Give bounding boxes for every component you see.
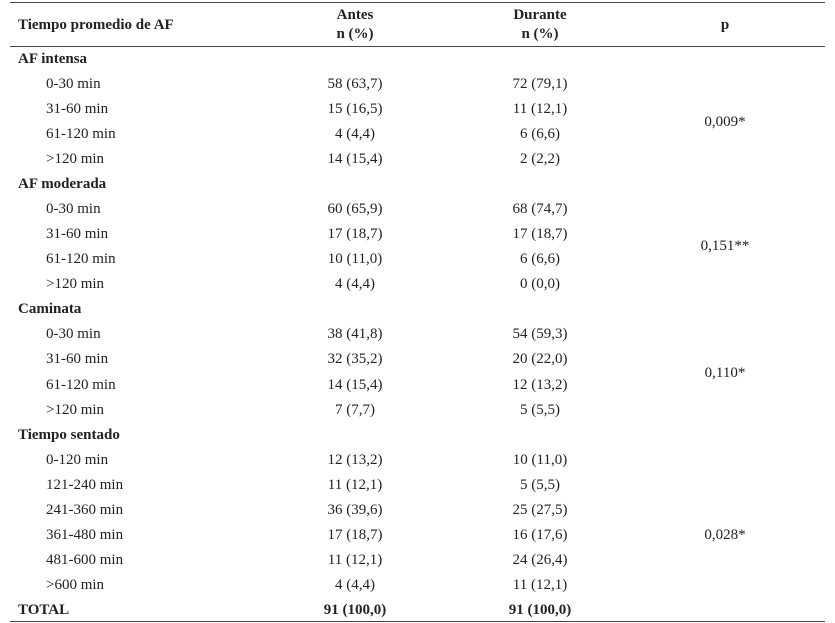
row-label: >600 min bbox=[46, 577, 105, 593]
cell-antes: 14 (15,4) bbox=[327, 151, 383, 167]
cell-durante: 24 (26,4) bbox=[512, 552, 568, 568]
row-label: 121-240 min bbox=[46, 477, 124, 493]
cell-p-value: 0,110* bbox=[704, 365, 746, 381]
header-bottom-rule bbox=[10, 46, 825, 47]
cell-antes: 15 (16,5) bbox=[327, 101, 383, 117]
table-bottom-rule bbox=[10, 621, 825, 622]
header-col-time: Tiempo promedio de AF bbox=[18, 17, 174, 33]
cell-antes: 11 (12,1) bbox=[327, 477, 383, 493]
cell-durante: 68 (74,7) bbox=[512, 201, 568, 217]
header-col-p: p bbox=[720, 17, 730, 33]
cell-antes: 7 (7,7) bbox=[335, 402, 375, 418]
row-label: 61-120 min bbox=[46, 251, 116, 267]
cell-antes: 4 (4,4) bbox=[335, 126, 375, 142]
cell-durante: 11 (12,1) bbox=[512, 577, 568, 593]
section-title: AF moderada bbox=[18, 176, 107, 192]
cell-antes: 58 (63,7) bbox=[327, 76, 383, 92]
section-title: AF intensa bbox=[18, 51, 88, 67]
cell-durante: 10 (11,0) bbox=[512, 452, 568, 468]
header-col-antes: Antes bbox=[336, 7, 374, 23]
cell-antes: 4 (4,4) bbox=[335, 276, 375, 292]
row-label: 0-30 min bbox=[46, 76, 101, 92]
cell-p-value: 0,028* bbox=[704, 527, 746, 543]
total-antes: 91 (100,0) bbox=[323, 602, 387, 618]
header-col-antes-unit: n (%) bbox=[336, 26, 374, 42]
row-label: 0-30 min bbox=[46, 326, 101, 342]
cell-antes: 32 (35,2) bbox=[327, 351, 383, 367]
cell-durante: 12 (13,2) bbox=[512, 377, 568, 393]
cell-p-value: 0,151** bbox=[700, 238, 750, 254]
cell-durante: 6 (6,6) bbox=[520, 126, 560, 142]
row-label: 31-60 min bbox=[46, 351, 109, 367]
row-label: 61-120 min bbox=[46, 377, 116, 393]
cell-antes: 17 (18,7) bbox=[327, 226, 383, 242]
table-top-rule bbox=[10, 2, 825, 3]
row-label: >120 min bbox=[46, 402, 105, 418]
row-label: 31-60 min bbox=[46, 226, 109, 242]
cell-durante: 25 (27,5) bbox=[512, 502, 568, 518]
row-label: 0-30 min bbox=[46, 201, 101, 217]
row-label: 31-60 min bbox=[46, 101, 109, 117]
cell-antes: 4 (4,4) bbox=[335, 577, 375, 593]
cell-durante: 6 (6,6) bbox=[520, 251, 560, 267]
cell-antes: 60 (65,9) bbox=[327, 201, 383, 217]
row-label: 481-600 min bbox=[46, 552, 124, 568]
row-label: 0-120 min bbox=[46, 452, 109, 468]
data-table: Tiempo promedio de AF Antes n (%) Durant… bbox=[10, 0, 825, 623]
row-label: 61-120 min bbox=[46, 126, 116, 142]
cell-antes: 11 (12,1) bbox=[327, 552, 383, 568]
total-label: TOTAL bbox=[18, 602, 70, 618]
row-label: 361-480 min bbox=[46, 527, 124, 543]
cell-antes: 36 (39,6) bbox=[327, 502, 383, 518]
header-col-durante-unit: n (%) bbox=[521, 26, 559, 42]
cell-antes: 17 (18,7) bbox=[327, 527, 383, 543]
total-durante: 91 (100,0) bbox=[508, 602, 572, 618]
cell-durante: 5 (5,5) bbox=[520, 477, 560, 493]
row-label: >120 min bbox=[46, 276, 105, 292]
cell-antes: 12 (13,2) bbox=[327, 452, 383, 468]
cell-durante: 11 (12,1) bbox=[512, 101, 568, 117]
cell-durante: 20 (22,0) bbox=[512, 351, 568, 367]
section-title: Caminata bbox=[18, 301, 82, 317]
cell-antes: 38 (41,8) bbox=[327, 326, 383, 342]
row-label: 241-360 min bbox=[46, 502, 124, 518]
section-title: Tiempo sentado bbox=[18, 427, 120, 443]
cell-durante: 16 (17,6) bbox=[512, 527, 568, 543]
cell-durante: 17 (18,7) bbox=[512, 226, 568, 242]
row-label: >120 min bbox=[46, 151, 105, 167]
cell-durante: 0 (0,0) bbox=[520, 276, 560, 292]
cell-p-value: 0,009* bbox=[704, 114, 746, 130]
cell-durante: 2 (2,2) bbox=[520, 151, 560, 167]
cell-durante: 54 (59,3) bbox=[512, 326, 568, 342]
cell-antes: 14 (15,4) bbox=[327, 377, 383, 393]
cell-antes: 10 (11,0) bbox=[327, 251, 383, 267]
header-col-durante: Durante bbox=[513, 7, 567, 23]
cell-durante: 5 (5,5) bbox=[520, 402, 560, 418]
cell-durante: 72 (79,1) bbox=[512, 76, 568, 92]
